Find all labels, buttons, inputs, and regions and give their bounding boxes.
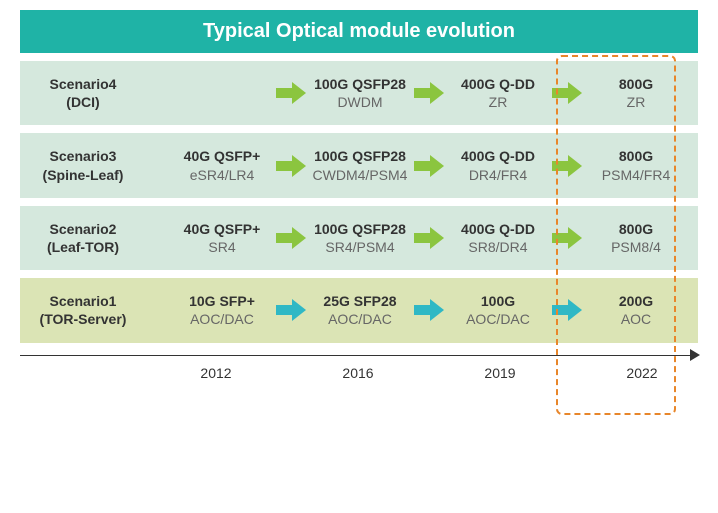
evolution-cell: 100G QSFP28CWDM4/PSM4 [306,147,414,183]
cell-top: 40G QSFP+ [168,220,276,238]
cell-top: 100G QSFP28 [306,75,414,93]
cell-top: 40G QSFP+ [168,147,276,165]
arrow-icon [414,153,444,179]
cell-bot: AOC/DAC [444,310,552,328]
scenario-label: Scenario1(TOR-Server) [28,292,138,328]
evolution-cell: 400G Q-DDSR8/DR4 [444,220,552,256]
timeline-arrowhead-icon [690,349,700,361]
year-label: 2012 [160,365,272,381]
cell-bot: DR4/FR4 [444,166,552,184]
cell-top: 10G SFP+ [168,292,276,310]
scenario-name: Scenario1 [28,292,138,310]
cell-top: 100G QSFP28 [306,220,414,238]
cell-bot: CWDM4/PSM4 [306,166,414,184]
cell-bot: AOC [582,310,690,328]
arrow-icon [276,80,306,106]
cell-bot: SR4 [168,238,276,256]
evolution-cell: 10G SFP+AOC/DAC [168,292,276,328]
timeline: 2012 2016 2019 2022 [20,351,698,391]
cell-top: 400G Q-DD [444,220,552,238]
arrow-icon [414,80,444,106]
evolution-cell: 100G QSFP28DWDM [306,75,414,111]
scenario-name: Scenario2 [28,220,138,238]
scenario-label: Scenario3(Spine-Leaf) [28,147,138,183]
arrow-icon [552,80,582,106]
scenario-name: Scenario3 [28,147,138,165]
evolution-cell: 40G QSFP+SR4 [168,220,276,256]
evolution-row: Scenario1(TOR-Server)10G SFP+AOC/DAC25G … [20,278,698,342]
scenario-sub: (Leaf-TOR) [28,238,138,256]
scenario-name: Scenario4 [28,75,138,93]
evolution-cell: 800GPSM8/4 [582,220,690,256]
cell-top: 800G [582,147,690,165]
cell-top: 400G Q-DD [444,75,552,93]
evolution-cell: 200GAOC [582,292,690,328]
scenario-label: Scenario2(Leaf-TOR) [28,220,138,256]
cell-top: 100G [444,292,552,310]
scenario-sub: (Spine-Leaf) [28,166,138,184]
cell-bot: AOC/DAC [168,310,276,328]
evolution-cell: 400G Q-DDDR4/FR4 [444,147,552,183]
arrow-icon [552,153,582,179]
year-label: 2019 [444,365,556,381]
arrow-icon [552,297,582,323]
cell-bot: eSR4/LR4 [168,166,276,184]
arrow-icon [276,225,306,251]
scenario-sub: (TOR-Server) [28,310,138,328]
evolution-cell: 400G Q-DDZR [444,75,552,111]
cell-bot: ZR [582,93,690,111]
year-label: 2016 [302,365,414,381]
year-label: 2022 [586,365,698,381]
evolution-row: Scenario3(Spine-Leaf) 40G QSFP+eSR4/LR4 10… [20,133,698,197]
evolution-row: Scenario2(Leaf-TOR) 40G QSFP+SR4 100G QSFP… [20,206,698,270]
evolution-rows: Scenario4(DCI)100G QSFP28DWDM400G Q-DDZR… [20,61,698,343]
cell-bot: AOC/DAC [306,310,414,328]
evolution-cell: 800GZR [582,75,690,111]
cell-bot: ZR [444,93,552,111]
arrow-icon [276,153,306,179]
cell-bot: DWDM [306,93,414,111]
cell-bot: SR4/PSM4 [306,238,414,256]
arrow-icon [276,297,306,323]
cell-top: 25G SFP28 [306,292,414,310]
arrow-icon [414,297,444,323]
evolution-cell: 100GAOC/DAC [444,292,552,328]
cell-top: 800G [582,220,690,238]
cell-bot: SR8/DR4 [444,238,552,256]
timeline-line [20,355,698,356]
evolution-cell: 25G SFP28AOC/DAC [306,292,414,328]
arrow-icon [552,225,582,251]
cell-top: 200G [582,292,690,310]
cell-top: 400G Q-DD [444,147,552,165]
evolution-cell: 800GPSM4/FR4 [582,147,690,183]
scenario-sub: (DCI) [28,93,138,111]
cell-top: 100G QSFP28 [306,147,414,165]
evolution-row: Scenario4(DCI)100G QSFP28DWDM400G Q-DDZR… [20,61,698,125]
title-text: Typical Optical module evolution [203,20,515,42]
scenario-label: Scenario4(DCI) [28,75,138,111]
evolution-cell: 100G QSFP28SR4/PSM4 [306,220,414,256]
cell-top: 800G [582,75,690,93]
title-bar: Typical Optical module evolution [20,10,698,53]
cell-bot: PSM4/FR4 [582,166,690,184]
evolution-cell: 40G QSFP+eSR4/LR4 [168,147,276,183]
arrow-icon [414,225,444,251]
cell-bot: PSM8/4 [582,238,690,256]
